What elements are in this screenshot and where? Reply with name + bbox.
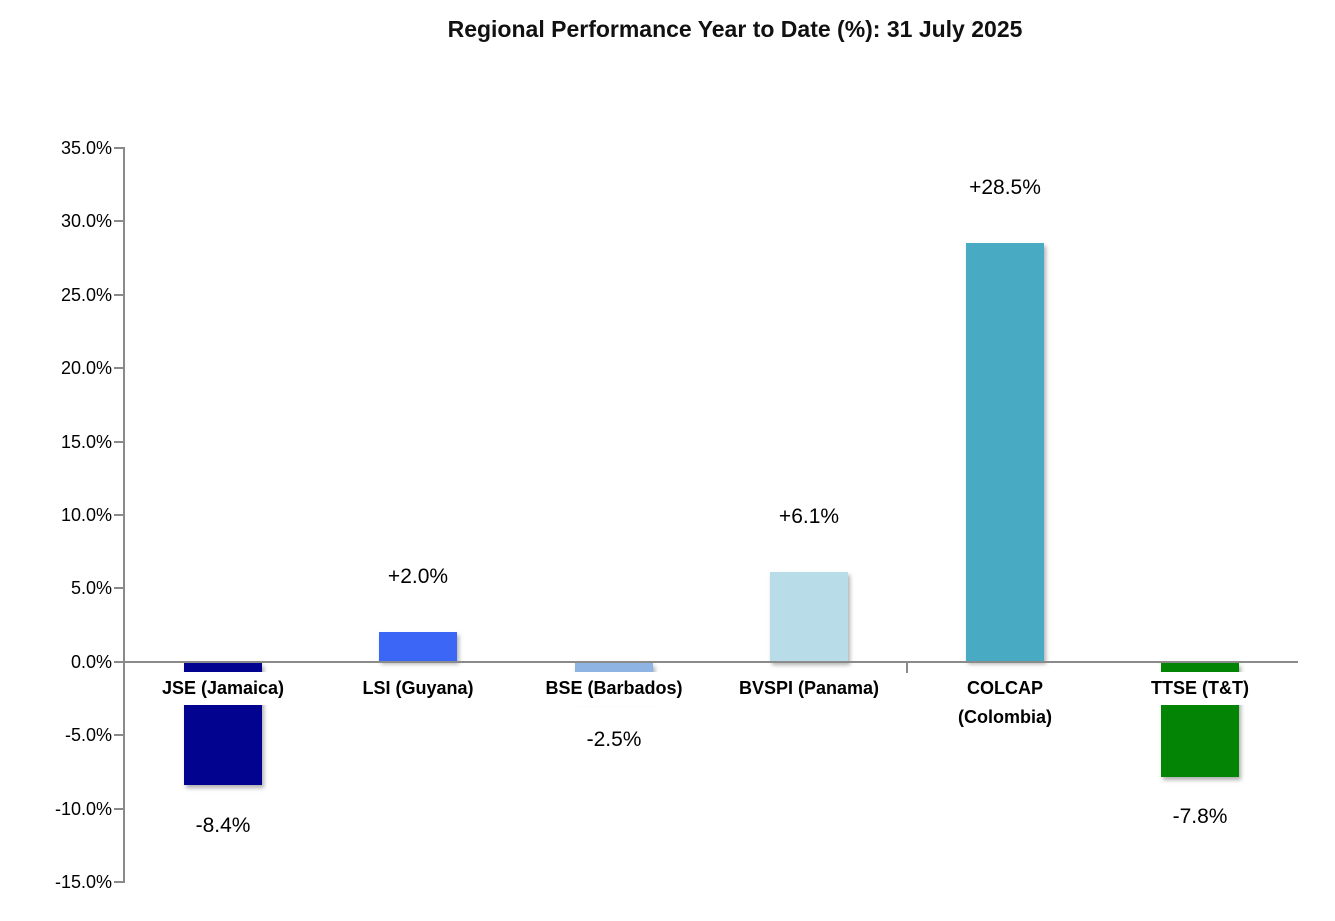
bar-lsi-guyana [379, 632, 457, 661]
bar-value-label-ttse-t-t: -7.8% [1172, 805, 1228, 828]
bar-value-label-jse-jamaica: -8.4% [195, 814, 251, 837]
bar-value-label-colcap-colombia: +28.5% [969, 176, 1041, 199]
y-axis-tick [114, 881, 123, 883]
y-axis-tick-label: 25.0% [60, 285, 112, 305]
bar-value-label-bse-barbados: -2.5% [586, 728, 642, 751]
y-axis-tick-label: -10.0% [54, 799, 112, 819]
y-axis-tick-label: 0.0% [70, 652, 112, 672]
y-axis-tick [114, 441, 123, 443]
y-axis-tick [114, 587, 123, 589]
category-label-jse-jamaica: JSE (Jamaica) [155, 672, 291, 705]
y-axis-tick-label: 35.0% [60, 138, 112, 158]
category-label-colcap-colombia: COLCAP (Colombia) [952, 672, 1058, 734]
y-axis-tick [114, 294, 123, 296]
x-axis-tick [906, 663, 908, 673]
category-label-lsi-guyana: LSI (Guyana) [356, 672, 480, 705]
y-axis-tick-label: 30.0% [60, 211, 112, 231]
bar-colcap-colombia [966, 243, 1044, 661]
chart-title: Regional Performance Year to Date (%): 3… [447, 16, 1023, 42]
y-axis-tick [114, 220, 123, 222]
category-label-ttse-t-t: TTSE (T&T) [1145, 672, 1255, 705]
y-axis-tick-label: -5.0% [64, 725, 112, 745]
y-axis-tick-label: -15.0% [54, 872, 112, 892]
y-axis-tick-label: 20.0% [60, 358, 112, 378]
category-label-bse-barbados: BSE (Barbados) [539, 672, 689, 705]
bar-value-label-bvspi-panama: +6.1% [778, 505, 840, 528]
x-axis-zero-line [123, 661, 1298, 663]
y-axis-tick-label: 5.0% [70, 578, 112, 598]
category-label-bvspi-panama: BVSPI (Panama) [732, 672, 886, 705]
y-axis-tick [114, 734, 123, 736]
y-axis-line [123, 147, 125, 883]
y-axis-tick-label: 15.0% [60, 432, 112, 452]
y-axis-tick [114, 367, 123, 369]
bar-value-label-lsi-guyana: +2.0% [387, 565, 449, 588]
y-axis-tick [114, 808, 123, 810]
y-axis-tick-label: 10.0% [60, 505, 112, 525]
y-axis-tick [114, 147, 123, 149]
bar-bvspi-panama [770, 572, 848, 662]
y-axis-tick [114, 514, 123, 516]
y-axis-tick [114, 661, 123, 663]
